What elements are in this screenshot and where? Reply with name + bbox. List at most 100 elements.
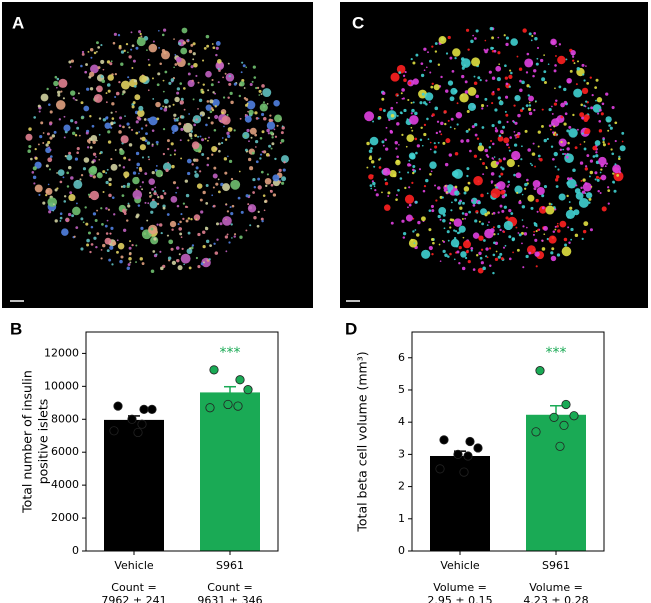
image-dot — [468, 210, 471, 214]
image-dot — [106, 83, 111, 87]
y-tick-label: 0 — [72, 544, 79, 557]
image-dot — [574, 233, 579, 238]
image-dot — [516, 134, 520, 139]
image-dot — [458, 262, 461, 265]
image-dot — [455, 111, 463, 119]
image-dot — [442, 213, 446, 217]
image-dot — [264, 177, 272, 185]
image-dot — [193, 62, 198, 68]
image-dot — [572, 59, 575, 62]
image-dot — [551, 112, 554, 115]
image-dot — [525, 104, 529, 108]
image-dot — [256, 224, 260, 228]
image-dot — [402, 74, 406, 77]
image-dot — [49, 155, 53, 158]
image-dot — [396, 155, 399, 159]
image-dot — [100, 248, 103, 251]
image-dot — [517, 132, 521, 136]
image-dot — [475, 253, 479, 257]
image-dot — [532, 74, 535, 78]
image-dot — [260, 93, 263, 96]
image-dot — [108, 182, 112, 187]
image-dot — [476, 212, 479, 214]
image-dot — [109, 232, 112, 235]
image-dot — [181, 247, 184, 250]
image-dot — [206, 157, 210, 160]
image-dot — [561, 246, 572, 257]
image-dot — [171, 124, 179, 133]
image-dot — [604, 165, 607, 168]
image-dot — [133, 79, 137, 83]
image-dot — [53, 80, 59, 87]
image-dot — [199, 170, 202, 173]
image-dot — [212, 204, 216, 208]
image-dot — [382, 144, 385, 147]
image-dot — [257, 117, 260, 120]
image-dot — [215, 222, 220, 226]
image-dot — [394, 141, 398, 145]
image-dot — [89, 114, 92, 118]
image-dot — [481, 126, 485, 129]
image-dot — [616, 173, 620, 177]
image-dot — [583, 79, 586, 82]
significance-label: *** — [546, 345, 567, 361]
image-dot — [454, 185, 458, 189]
image-dot — [104, 224, 108, 228]
image-dot — [555, 99, 558, 103]
image-dot — [56, 187, 59, 190]
image-dot — [438, 36, 447, 44]
image-dot — [118, 130, 122, 134]
image-dot — [128, 246, 132, 250]
image-dot — [614, 121, 618, 125]
image-dot — [200, 262, 204, 266]
image-dot — [100, 59, 105, 64]
image-dot — [553, 131, 557, 134]
image-dot — [554, 165, 557, 168]
image-dot — [449, 96, 455, 102]
image-dot — [155, 140, 159, 144]
image-dot — [473, 75, 476, 78]
image-dot — [602, 143, 606, 147]
image-dot — [102, 170, 106, 174]
image-dot — [451, 201, 453, 204]
image-dot — [194, 134, 198, 137]
image-dot — [461, 74, 465, 79]
image-dot — [473, 154, 478, 158]
image-dot — [96, 85, 103, 93]
image-dot — [420, 73, 425, 78]
image-dot — [560, 102, 565, 108]
image-dot — [154, 186, 157, 189]
image-dot — [410, 57, 413, 61]
plot-frame — [411, 331, 605, 552]
image-dot — [168, 81, 172, 85]
image-dot — [454, 190, 460, 196]
image-dot — [410, 126, 413, 129]
y-tick-label: 2 — [398, 480, 405, 493]
image-dot — [421, 92, 425, 96]
image-dot — [118, 80, 121, 84]
image-dot — [502, 125, 506, 129]
image-dot — [459, 93, 469, 103]
image-dot — [161, 33, 165, 37]
image-dot — [505, 42, 509, 47]
image-dot — [373, 185, 376, 188]
image-dot — [522, 266, 525, 269]
image-dot — [205, 70, 212, 78]
summary-label: 7962 ± 241 — [101, 594, 166, 603]
image-dot — [533, 221, 537, 225]
image-dot — [100, 207, 103, 210]
image-dot — [33, 182, 36, 185]
image-dot — [502, 230, 506, 234]
image-dot — [167, 147, 170, 151]
image-dot — [113, 213, 116, 216]
image-dot — [180, 115, 185, 119]
image-dot — [119, 116, 123, 120]
image-dot — [517, 113, 521, 118]
image-dot — [379, 107, 383, 111]
image-dot — [105, 171, 108, 174]
image-dot — [423, 69, 426, 72]
image-dot — [157, 195, 160, 199]
image-dot — [378, 166, 382, 169]
image-dot — [492, 226, 495, 229]
image-dot — [104, 122, 111, 129]
